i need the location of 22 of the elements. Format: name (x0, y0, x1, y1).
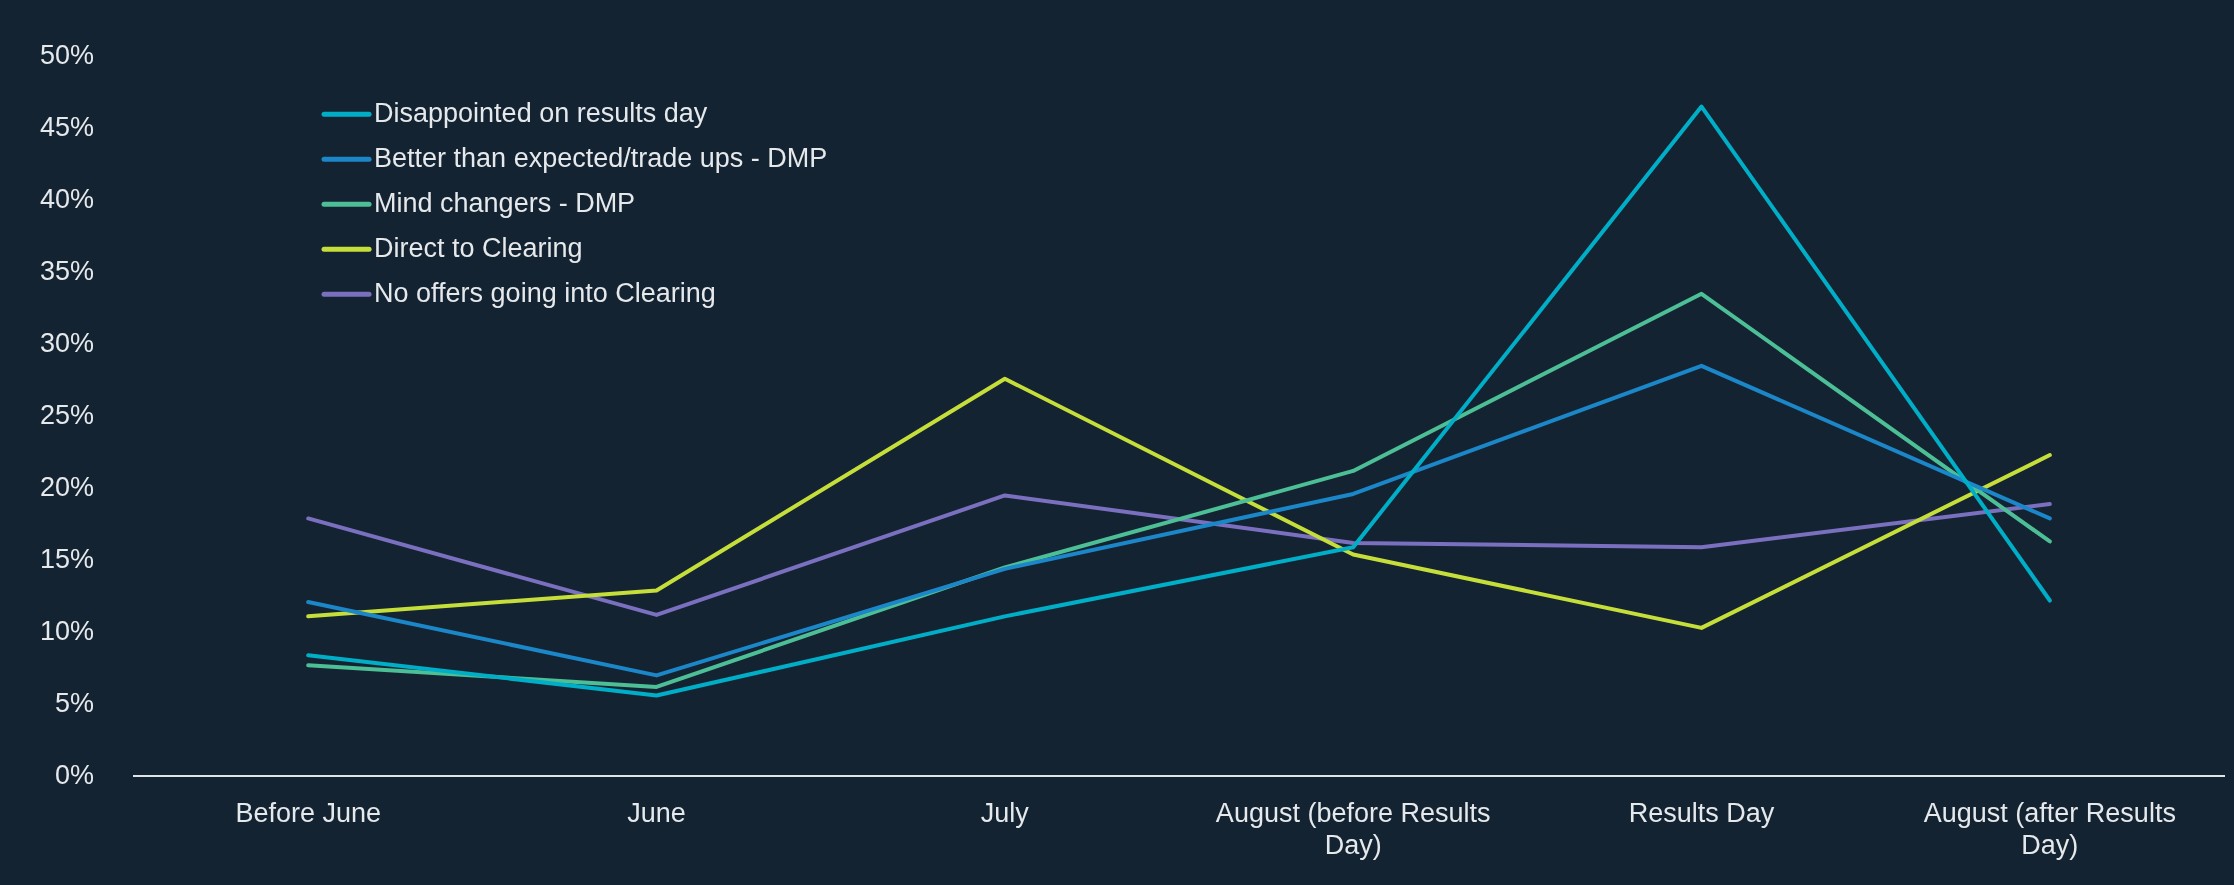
x-tick-label: August (after Results Day) (1923, 797, 2176, 861)
x-tick-label: June (627, 797, 686, 828)
y-tick-label: 40% (39, 183, 95, 214)
y-tick-label: 5% (55, 687, 95, 718)
y-tick-label: 30% (39, 327, 95, 358)
x-tick-label: July (980, 797, 1030, 828)
legend-label: Direct to Clearing (374, 232, 583, 263)
y-tick-label: 25% (39, 399, 95, 430)
legend-label: Better than expected/trade ups - DMP (374, 142, 828, 173)
x-tick-label: Before June (235, 797, 382, 828)
y-tick-label: 10% (39, 615, 95, 646)
legend-label: Disappointed on results day (374, 97, 708, 128)
x-tick-label: Results Day (1628, 797, 1775, 828)
legend-label: Mind changers - DMP (374, 187, 636, 218)
y-tick-label: 35% (39, 255, 95, 286)
x-tick-label: August (before Results Day) (1215, 797, 1491, 861)
y-tick-label: 15% (39, 543, 95, 574)
y-tick-label: 20% (39, 471, 95, 502)
y-tick-label: 45% (39, 111, 95, 142)
y-tick-label: 0% (55, 759, 95, 790)
legend-label: No offers going into Clearing (374, 277, 716, 308)
y-tick-label: 50% (39, 39, 95, 70)
